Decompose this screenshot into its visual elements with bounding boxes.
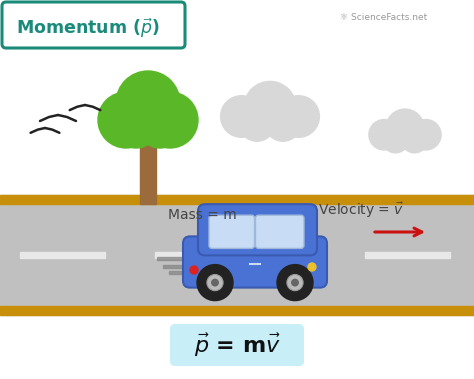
FancyBboxPatch shape <box>170 324 304 366</box>
FancyBboxPatch shape <box>255 215 304 248</box>
Bar <box>155 252 240 258</box>
Circle shape <box>114 104 158 148</box>
Circle shape <box>292 279 298 286</box>
Circle shape <box>369 119 399 150</box>
FancyBboxPatch shape <box>198 204 317 255</box>
Circle shape <box>142 92 198 148</box>
Circle shape <box>138 104 182 148</box>
FancyBboxPatch shape <box>183 236 327 288</box>
Text: Momentum ($\vec{p}$): Momentum ($\vec{p}$) <box>16 16 160 40</box>
FancyBboxPatch shape <box>2 2 185 48</box>
Bar <box>365 252 450 258</box>
Bar <box>0 306 474 315</box>
Circle shape <box>287 274 303 291</box>
Bar <box>140 135 156 204</box>
Circle shape <box>277 265 313 301</box>
Bar <box>20 252 105 258</box>
Bar <box>157 257 185 260</box>
Circle shape <box>244 81 296 133</box>
Circle shape <box>265 105 301 141</box>
Bar <box>163 265 185 268</box>
Circle shape <box>382 126 409 153</box>
Text: Velocity = $\vec{v}$: Velocity = $\vec{v}$ <box>318 200 404 220</box>
Circle shape <box>278 96 319 137</box>
Circle shape <box>386 109 424 147</box>
Bar <box>0 195 474 204</box>
Circle shape <box>410 119 441 150</box>
Circle shape <box>116 71 180 135</box>
Circle shape <box>197 265 233 301</box>
Circle shape <box>212 279 218 286</box>
Circle shape <box>190 266 198 274</box>
Bar <box>169 271 185 274</box>
Circle shape <box>98 92 154 148</box>
Circle shape <box>308 263 316 271</box>
Bar <box>0 195 474 315</box>
Text: $\vec{p}$ = m$\vec{v}$: $\vec{p}$ = m$\vec{v}$ <box>193 331 281 359</box>
Circle shape <box>239 105 275 141</box>
FancyBboxPatch shape <box>209 215 255 248</box>
Circle shape <box>120 88 176 144</box>
Circle shape <box>207 274 223 291</box>
Circle shape <box>220 96 262 137</box>
Circle shape <box>401 126 428 153</box>
Text: ⚛ ScienceFacts.net: ⚛ ScienceFacts.net <box>340 14 427 22</box>
Text: Mass = m: Mass = m <box>168 208 237 222</box>
